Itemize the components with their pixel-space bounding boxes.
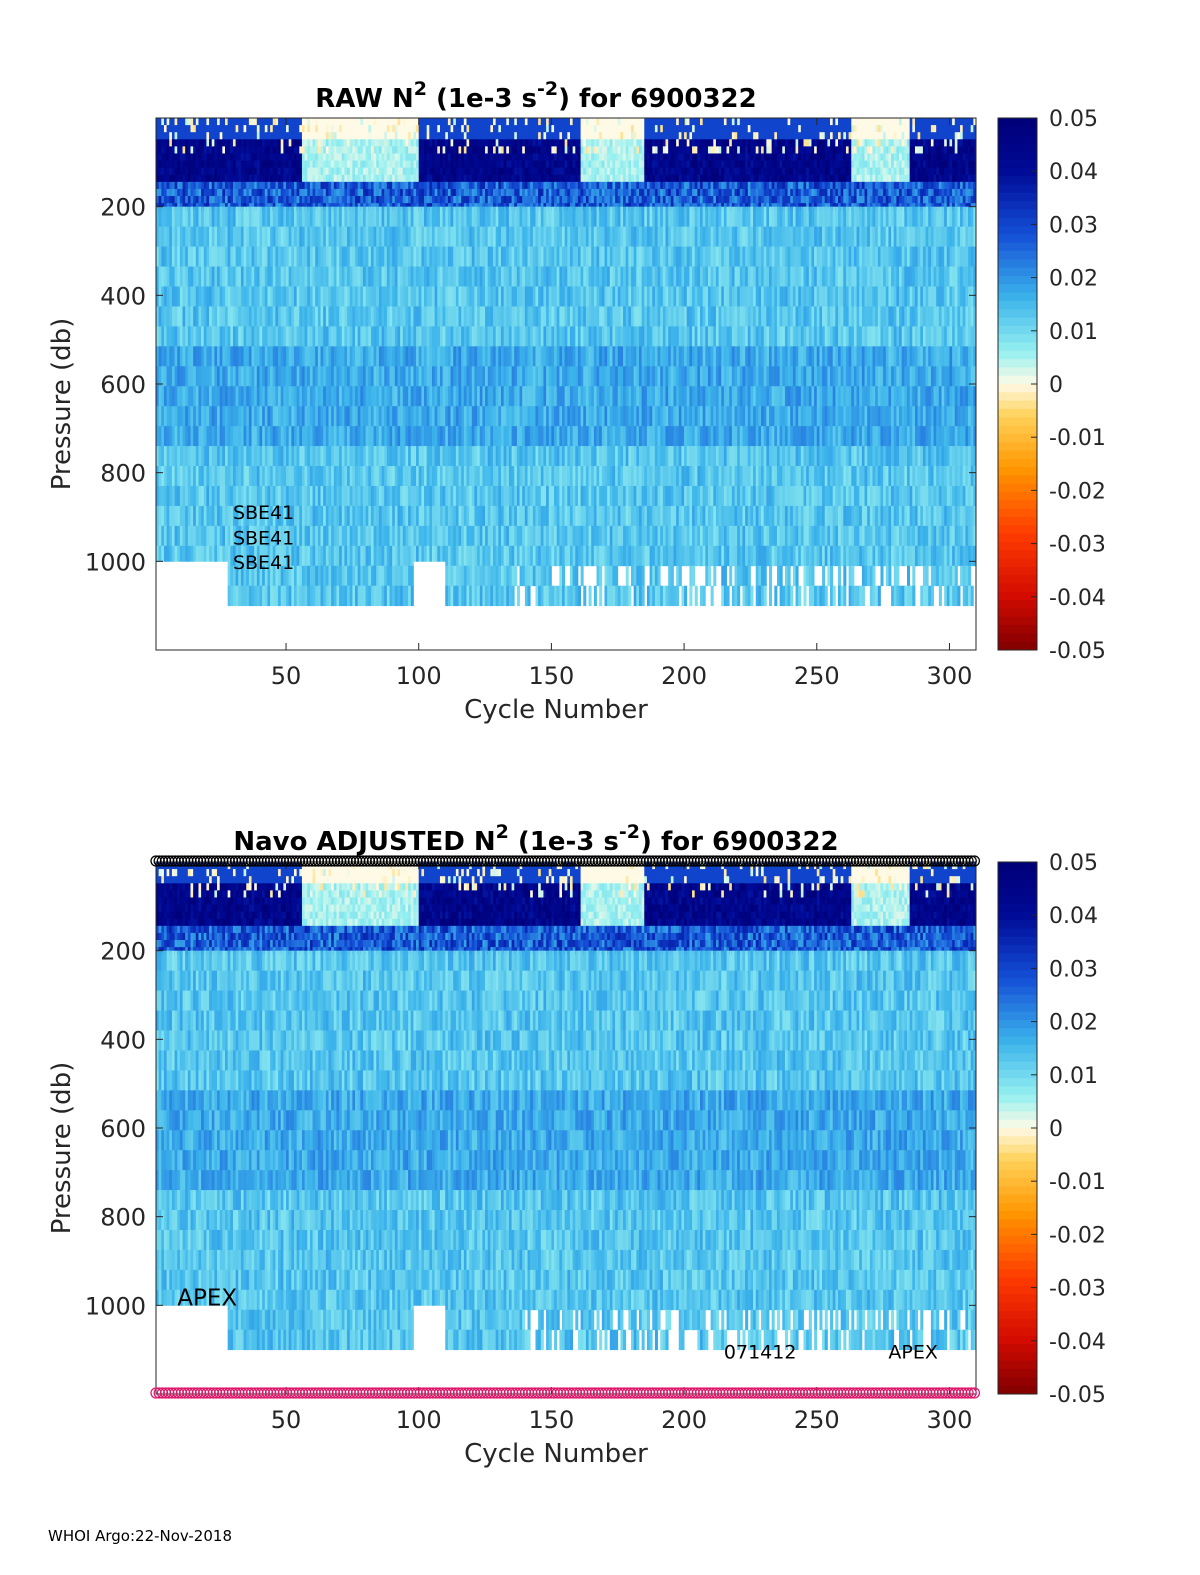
x-tick-label: 200	[661, 662, 707, 690]
colorbar-tick-label: 0.03	[1049, 213, 1098, 238]
chart-panel-2: 50 100 150 200 250 300 200 400 600 800 1000 Cycle N…	[47, 821, 1106, 1469]
x-tick-label: 200	[661, 1406, 707, 1434]
footer-stamp: WHOI Argo:22-Nov-2018	[48, 1527, 232, 1545]
x-tick-label: 100	[396, 662, 442, 690]
colorbar: 0.05 0.04 0.03 0.02 0.01 0 -0.01 -0.02 -0.03 -0.0…	[998, 107, 1106, 664]
colorbar-tick-label: -0.03	[1049, 533, 1106, 558]
colorbar-tick-label: 0.02	[1049, 267, 1098, 292]
colorbar-tick-label: -0.04	[1049, 1330, 1106, 1355]
x-tick-label: 250	[794, 662, 840, 690]
colorbar-tick-label: 0.01	[1049, 1064, 1098, 1089]
annotation-label: APEX	[888, 1342, 937, 1364]
annotation-label: 071412	[724, 1342, 797, 1364]
colorbar-tick-label: 0	[1049, 1117, 1063, 1142]
y-tick-label: 800	[100, 1204, 146, 1232]
colorbar-tick-label: 0.02	[1049, 1011, 1098, 1036]
y-tick-label: 600	[100, 1115, 146, 1143]
colorbar-tick-label: 0.04	[1049, 904, 1098, 929]
heatmap-cells	[156, 862, 976, 1350]
x-tick-label: 100	[396, 1406, 442, 1434]
colorbar: 0.05 0.04 0.03 0.02 0.01 0 -0.01 -0.02 -0.03 -0.0…	[998, 851, 1106, 1408]
y-tick-label: 200	[100, 194, 146, 222]
y-tick-label: 600	[100, 371, 146, 399]
colorbar-tick-label: 0.05	[1049, 107, 1098, 132]
colorbar-tick-label: 0.05	[1049, 851, 1098, 876]
y-tick-label: 400	[100, 1026, 146, 1054]
colorbar-tick-label: -0.01	[1049, 426, 1106, 451]
x-tick-label: 300	[927, 1406, 973, 1434]
colorbar-tick-label: -0.05	[1049, 639, 1106, 664]
chart-title: Navo ADJUSTED N2 (1e-3 s-2) for 6900322	[233, 821, 838, 857]
y-tick-label: 1000	[85, 1292, 146, 1320]
x-tick-label: 50	[271, 662, 302, 690]
y-tick-label: 1000	[85, 548, 146, 576]
annotation-label: SBE41	[233, 552, 294, 574]
colorbar-tick-label: 0.04	[1049, 160, 1098, 185]
y-tick-label: 800	[100, 460, 146, 488]
y-axis-label: Pressure (db)	[47, 318, 77, 491]
y-tick-label: 400	[100, 282, 146, 310]
colorbar-tick-label: -0.01	[1049, 1170, 1106, 1195]
y-tick-label: 200	[100, 938, 146, 966]
x-axis-label: Cycle Number	[464, 695, 648, 725]
x-tick-label: 250	[794, 1406, 840, 1434]
x-tick-label: 150	[528, 662, 574, 690]
chart-panel-1: 50 100 150 200 250 300 200 400 600 800 1000 Cycle N…	[47, 78, 1106, 725]
annotation-label: APEX	[177, 1285, 237, 1311]
colorbar-tick-label: -0.04	[1049, 586, 1106, 611]
x-tick-label: 300	[927, 662, 973, 690]
colorbar-tick-label: 0.03	[1049, 957, 1098, 982]
colorbar-tick-label: 0	[1049, 373, 1063, 398]
colorbar-tick-label: 0.01	[1049, 320, 1098, 345]
x-axis-label: Cycle Number	[464, 1439, 648, 1469]
x-tick-label: 50	[271, 1406, 302, 1434]
colorbar-tick-label: -0.03	[1049, 1277, 1106, 1302]
colorbar-tick-label: -0.05	[1049, 1383, 1106, 1408]
y-axis-label: Pressure (db)	[47, 1062, 77, 1235]
annotation-label: SBE41	[233, 502, 294, 524]
chart-title: RAW N2 (1e-3 s-2) for 6900322	[315, 78, 757, 114]
colorbar-tick-label: -0.02	[1049, 1223, 1106, 1248]
annotation-label: SBE41	[233, 527, 294, 549]
x-tick-label: 150	[528, 1406, 574, 1434]
colorbar-tick-label: -0.02	[1049, 479, 1106, 504]
